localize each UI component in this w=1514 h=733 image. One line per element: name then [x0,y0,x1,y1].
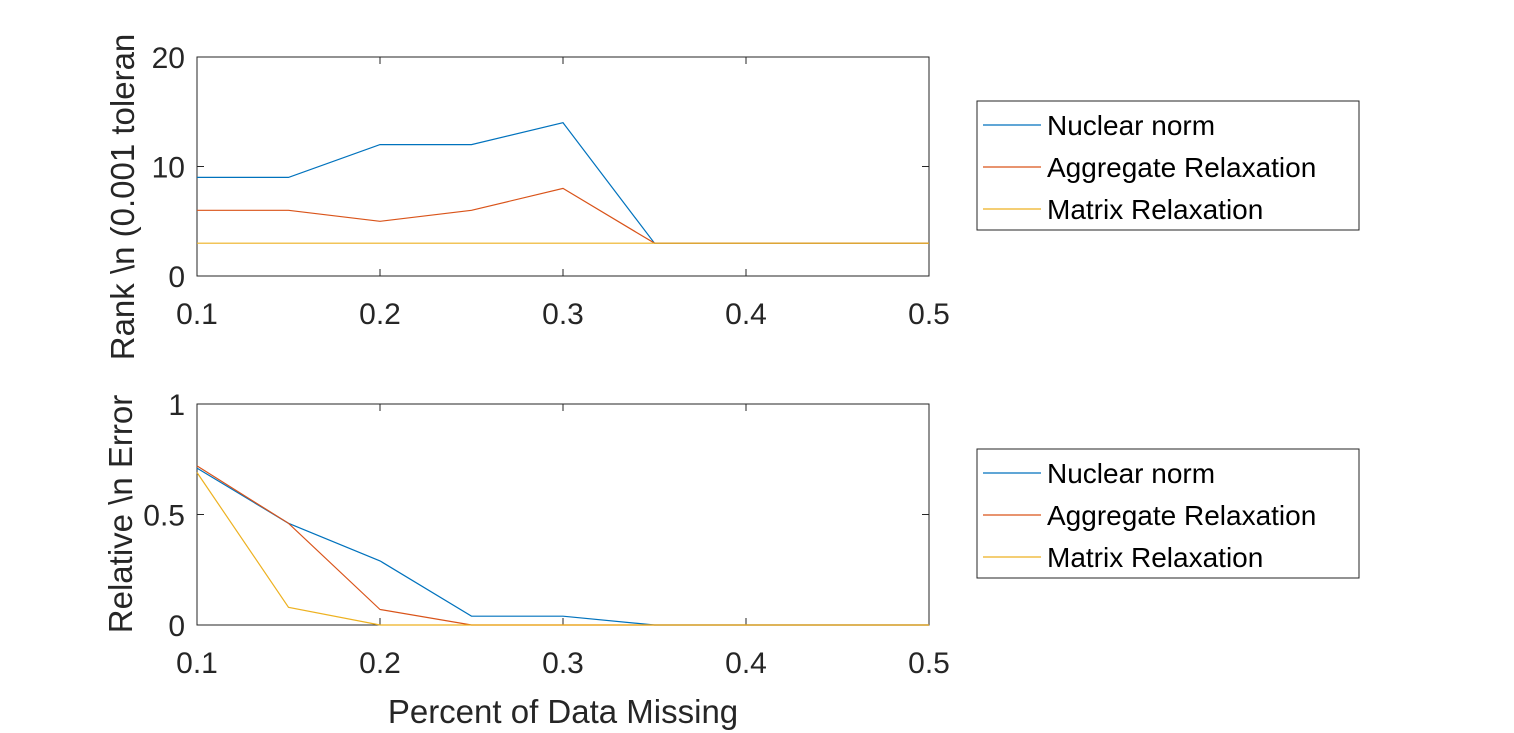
legend: Nuclear norm Aggregate Relaxation Matrix R… [976,448,1360,579]
x-axis-label: Percent of Data Missing [388,693,738,730]
y-tick-label: 1 [168,389,185,422]
legend-entry-2: Aggregate Relaxation [1047,500,1316,531]
y-axis-label: Relative \n Error [102,395,139,633]
legend-entry-1: Nuclear norm [1047,458,1215,489]
x-tick-label: 0.2 [359,647,401,680]
x-tick-label: 0.4 [725,298,767,331]
y-tick-label: 0.5 [143,500,185,533]
legend-entry-3: Matrix Relaxation [1047,542,1263,573]
series-line-3 [196,472,929,626]
axes-box [196,403,930,626]
y-tick-label: 0 [168,610,185,643]
legend-entry-2: Aggregate Relaxation [1047,152,1316,183]
y-axis-label: Rank \n (0.001 toleran [104,34,141,361]
y-tick-label: 0 [168,261,185,294]
x-tick-label: 0.4 [725,647,767,680]
x-tick-label: 0.2 [359,298,401,331]
y-tick-label: 20 [152,42,185,75]
legend: Nuclear norm Aggregate Relaxation Matrix R… [976,100,1360,231]
x-tick-label: 0.5 [908,298,950,331]
legend-entry-3: Matrix Relaxation [1047,194,1263,225]
x-tick-label: 0.1 [176,298,218,331]
legend-entry-1: Nuclear norm [1047,110,1215,141]
x-tick-label: 0.1 [176,647,218,680]
x-tick-label: 0.5 [908,647,950,680]
x-tick-label: 0.3 [542,647,584,680]
x-tick-label: 0.3 [542,298,584,331]
chart-panel-2: 0.1 0.2 0.3 0.4 0.5 0 0.5 1 Relative \n Error Per… [102,389,1360,730]
y-tick-label: 10 [152,152,185,185]
chart-panel-1: 0.1 0.2 0.3 0.4 0.5 0 10 20 Rank \n (0.001 toler… [104,34,1360,361]
